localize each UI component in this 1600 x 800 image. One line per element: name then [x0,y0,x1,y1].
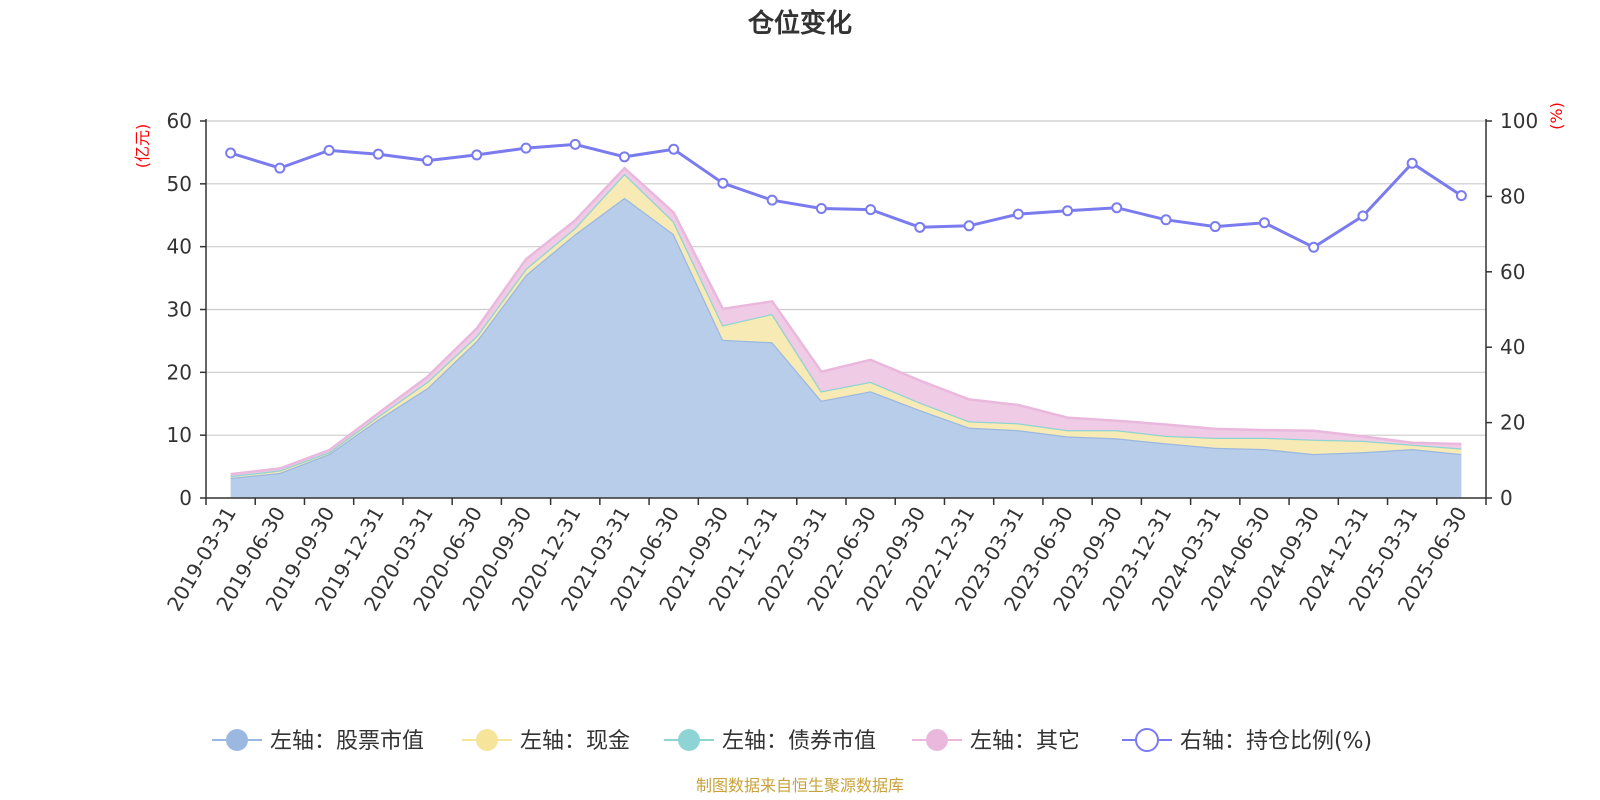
ratio-point [1111,202,1123,214]
ratio-point [914,221,926,233]
ratio-point [1308,241,1320,253]
area-edge-3 [230,166,1462,476]
ratio-point [865,204,877,216]
right-tick-label: 20 [1500,411,1525,435]
ratio-point [668,143,680,155]
right-tick-label: 80 [1500,184,1525,208]
ratio-point [372,148,384,160]
right-tick-label: 0 [1500,486,1513,510]
left-tick-label: 60 [167,109,192,133]
ratio-line-path [230,142,1463,250]
left-tick-label: 40 [167,235,192,259]
legend-marker [926,729,948,751]
ratio-point [1258,217,1270,229]
legend-marker [1135,728,1159,752]
ratio-point [225,147,237,159]
ratio-line [225,138,1467,253]
legend-marker [476,729,498,751]
ratio-point [1406,157,1418,169]
left-axis-unit: (亿元) [133,124,152,169]
source-note: 制图数据来自恒生聚源数据库 [696,776,904,795]
ratio-point [815,202,827,214]
chart-title: 仓位变化 [747,8,852,39]
ratio-point [569,138,581,150]
legend-label: 左轴：股票市值 [270,729,424,754]
ratio-point [1455,190,1467,202]
ratio-point [1160,214,1172,226]
ratio-point [963,220,975,232]
area-1 [230,173,1462,478]
ratio-point [1357,210,1369,222]
legend-label: 左轴：其它 [970,729,1080,754]
ratio-point [1062,205,1074,217]
ratio-point [766,194,778,206]
right-tick-label: 60 [1500,260,1525,284]
left-tick-label: 50 [167,172,192,196]
legend-marker [226,729,248,751]
legend: 左轴：股票市值 左轴：现金 左轴：债券市值 左轴：其它 右轴：持仓比例(%) [212,728,1372,754]
ratio-point [471,149,483,161]
legend-label: 左轴：债券市值 [722,729,876,754]
right-tick-label: 100 [1500,109,1538,133]
right-axis-unit: (%) [1547,102,1566,130]
ratio-point [717,177,729,189]
ratio-point [520,142,532,154]
ratio-point [422,155,434,167]
legend-label: 左轴：现金 [520,729,630,754]
left-tick-label: 30 [167,298,192,322]
left-tick-label: 0 [179,486,192,510]
area-0 [230,197,1462,498]
ratio-point [323,144,335,156]
left-tick-label: 20 [167,360,192,384]
ratio-point [1012,208,1024,220]
axes: 01020304050600204060801002019-03-312019-… [162,109,1538,615]
ratio-point [1209,221,1221,233]
legend-marker [678,729,700,751]
right-tick-label: 40 [1500,335,1525,359]
legend-label: 右轴：持仓比例(%) [1180,729,1372,754]
ratio-point [274,162,286,174]
ratio-point [618,151,630,163]
left-tick-label: 10 [167,423,192,447]
stacked-areas [230,166,1462,498]
